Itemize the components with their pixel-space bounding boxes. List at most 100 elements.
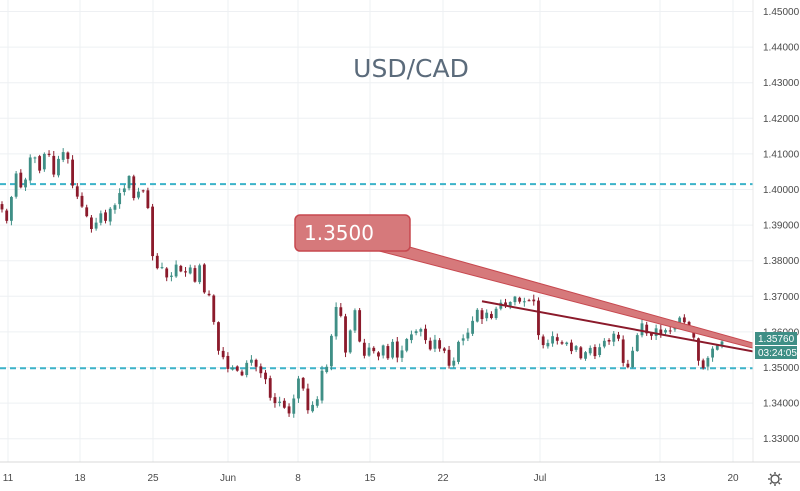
candle-body xyxy=(108,208,112,222)
candle-body xyxy=(513,296,517,303)
candle-body xyxy=(579,347,583,359)
candle-body xyxy=(0,204,4,210)
candles xyxy=(0,148,724,418)
candle-body xyxy=(330,335,333,367)
candle-body xyxy=(52,155,56,175)
candle-body xyxy=(217,322,220,351)
candle-body xyxy=(42,153,46,170)
candle-body xyxy=(508,301,512,307)
candle-body xyxy=(518,297,522,302)
countdown-label: 03:24:05 xyxy=(758,348,797,359)
candle-body xyxy=(66,152,70,159)
candle-body xyxy=(28,157,32,181)
candle-body xyxy=(645,324,649,334)
y-tick-label: 1.43000 xyxy=(763,78,800,89)
candle-body xyxy=(381,345,385,356)
candle-body xyxy=(466,332,470,339)
candle-body xyxy=(301,377,305,389)
y-tick-label: 1.34000 xyxy=(763,399,800,410)
candle-body xyxy=(377,352,380,357)
candle-body xyxy=(565,342,569,345)
candle-body xyxy=(146,190,150,209)
callout-box[interactable] xyxy=(294,214,411,252)
candle-body xyxy=(193,268,197,282)
candle-body xyxy=(428,340,432,350)
candle-body xyxy=(306,388,310,411)
candle-body xyxy=(104,212,107,221)
candle-body xyxy=(287,406,291,414)
price-badges: 1.35760 03:24:05 xyxy=(755,332,797,359)
x-tick-label: Jun xyxy=(220,473,236,484)
x-tick-label: 22 xyxy=(437,473,449,484)
candle-body xyxy=(165,268,169,278)
candle-body xyxy=(424,328,427,341)
price-axis-background xyxy=(753,0,800,462)
y-tick-label: 1.39000 xyxy=(763,221,800,232)
candle-body xyxy=(151,206,154,257)
candle-body xyxy=(57,158,60,176)
last-price-badge xyxy=(755,332,797,345)
candle-body xyxy=(5,210,9,221)
candle-body xyxy=(273,397,277,404)
candle-body xyxy=(391,341,394,358)
y-tick-label: 1.44000 xyxy=(763,43,800,54)
candle-body xyxy=(546,342,550,347)
x-tick-label: 18 xyxy=(74,473,86,484)
candle-body xyxy=(485,312,489,319)
candle-body xyxy=(555,337,559,341)
candle-body xyxy=(339,307,343,316)
candle-body xyxy=(14,173,18,197)
candle-body xyxy=(386,346,390,359)
candle-body xyxy=(410,334,413,341)
candle-body xyxy=(240,371,244,376)
candle-body xyxy=(494,308,498,319)
candle-body xyxy=(71,159,74,186)
candle-body xyxy=(612,333,616,342)
candle-body xyxy=(320,370,324,401)
y-tick-label: 1.33000 xyxy=(763,434,800,445)
candle-body xyxy=(264,372,267,380)
candle-body xyxy=(433,339,437,349)
candle-body xyxy=(99,213,103,223)
candle-body xyxy=(188,267,192,274)
candle-body xyxy=(541,336,545,346)
candle-body xyxy=(254,359,258,367)
settings-icon[interactable] xyxy=(768,472,782,486)
candle-body xyxy=(593,347,597,357)
countdown-badge xyxy=(755,346,797,359)
x-tick-label: 20 xyxy=(727,473,739,484)
candle-body xyxy=(155,255,159,269)
candle-body xyxy=(94,222,98,229)
candle-body xyxy=(311,404,314,412)
y-tick-label: 1.37000 xyxy=(763,292,800,303)
candle-body xyxy=(160,267,164,269)
candle-body xyxy=(532,299,536,302)
candle-body xyxy=(706,357,710,367)
candle-body xyxy=(570,342,573,352)
candle-body xyxy=(664,330,667,333)
candle-body xyxy=(282,400,286,408)
candle-body xyxy=(315,399,319,406)
candle-body xyxy=(607,339,611,342)
candle-body xyxy=(334,306,338,337)
candle-body xyxy=(490,313,493,319)
candle-body xyxy=(250,359,253,363)
candle-body xyxy=(348,330,352,353)
trend-annotation[interactable]: 1.3500 xyxy=(294,214,800,368)
candle-body xyxy=(522,301,526,303)
candle-body xyxy=(504,302,507,306)
candle-body xyxy=(132,176,136,199)
time-axis[interactable]: 11 18 25 Jun 8 15 22 Jul 13 20 xyxy=(3,473,739,484)
candle-body xyxy=(202,264,206,293)
candle-body xyxy=(631,350,634,368)
candle-body xyxy=(184,271,187,273)
candle-body xyxy=(353,310,357,331)
candle-body xyxy=(367,347,371,356)
callout-label: 1.3500 xyxy=(304,221,374,245)
candle-body xyxy=(198,265,202,283)
candle-body xyxy=(174,264,178,277)
candle-body xyxy=(297,378,300,399)
candle-body xyxy=(584,352,587,359)
